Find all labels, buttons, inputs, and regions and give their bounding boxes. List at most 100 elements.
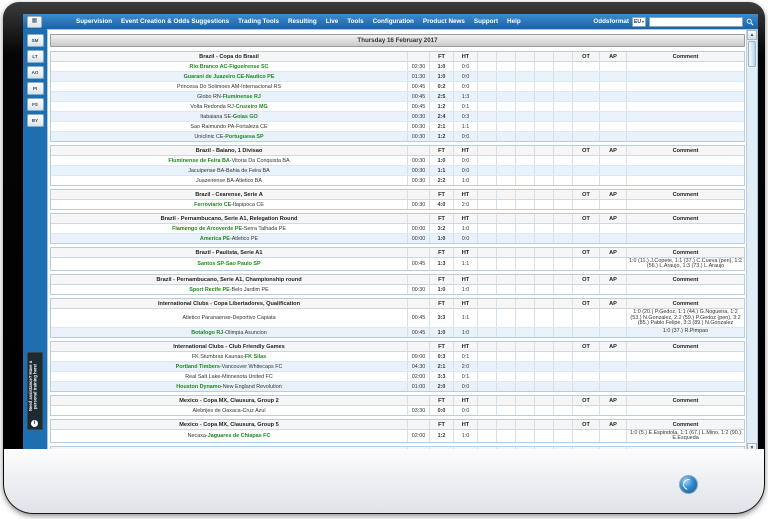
home-team[interactable]: Botafogo RJ	[191, 329, 224, 336]
time-cell: 00:45	[407, 258, 429, 271]
spacer-cell	[553, 234, 572, 243]
ot-col-header: OT	[572, 342, 599, 352]
ft-col-header: FT	[429, 190, 453, 199]
teams-cell: Rio Branco AC - Figueirense SC	[51, 62, 407, 71]
ht-cell: 0:0	[453, 166, 477, 175]
ot-cell	[572, 382, 599, 392]
spacer-cell	[553, 328, 572, 338]
scroll-up-button[interactable]: ▲	[747, 30, 757, 40]
home-team[interactable]: Santos SP	[197, 261, 225, 268]
spacer-cell	[515, 285, 534, 295]
spacer-col-header	[534, 275, 553, 285]
spacer-col-header	[477, 146, 496, 155]
ft-cell: 2:2	[429, 176, 453, 185]
scroll-thumb[interactable]	[748, 41, 756, 67]
spacer-col-header	[534, 52, 553, 61]
comment-cell	[626, 406, 744, 416]
menu-item-support[interactable]: Support	[473, 18, 499, 25]
time-col-header	[407, 52, 429, 61]
spacer-cell	[515, 406, 534, 416]
sidebar-tab-lt[interactable]: LT	[26, 50, 44, 63]
menu-item-help[interactable]: Help	[507, 18, 521, 25]
away-team[interactable]: Fluminense RJ	[222, 93, 261, 100]
menu-item-event-creation-odds-suggestions[interactable]: Event Creation & Odds Suggestions	[121, 18, 230, 25]
spacer-cell	[477, 234, 496, 243]
ap-cell	[599, 112, 626, 121]
sidebar-tab-by[interactable]: BY	[26, 114, 44, 127]
ot-col-header: OT	[572, 299, 599, 309]
home-team[interactable]: Houston Dynamo	[176, 383, 221, 390]
search-input[interactable]	[649, 16, 743, 27]
ht-cell: 1:1	[453, 258, 477, 271]
menu-item-tools[interactable]: Tools	[347, 18, 364, 25]
home-team[interactable]: America PE	[199, 235, 230, 242]
home-team[interactable]: Flamengo de Arcoverde PE	[172, 225, 242, 232]
comment-cell	[626, 156, 744, 165]
menu-item-product-news[interactable]: Product News	[422, 18, 465, 25]
away-team[interactable]: FK Silas	[244, 353, 267, 360]
spacer-cell	[534, 200, 553, 209]
search-icon[interactable]	[746, 18, 754, 26]
sidebar-tab-fs[interactable]: FS	[26, 98, 44, 111]
menu-item-configuration[interactable]: Configuration	[372, 18, 414, 25]
spacer-cell	[534, 62, 553, 71]
home-team[interactable]: Rio Branco AC	[189, 63, 228, 70]
ot-cell	[572, 362, 599, 372]
sidebar-tab-ao[interactable]: AO	[26, 66, 44, 79]
menu-item-trading-tools[interactable]: Trading Tools	[238, 18, 279, 25]
spacer-cell	[534, 372, 553, 382]
spacer-cell	[515, 122, 534, 131]
spacer-col-header	[515, 299, 534, 309]
spacer-cell	[515, 309, 534, 328]
region-select[interactable]: EU ▾	[632, 16, 646, 27]
ap-col-header: AP	[599, 299, 626, 309]
home-team[interactable]: Sport Recife PE	[189, 286, 230, 293]
time-cell: 00:00	[407, 224, 429, 233]
away-team[interactable]: Figueirense SC	[229, 63, 269, 70]
home-button[interactable]: ▦	[27, 15, 42, 28]
away-team[interactable]: Sao Paulo SP	[225, 261, 261, 268]
ht-cell: 0:3	[453, 112, 477, 121]
spacer-col-header	[477, 52, 496, 61]
sidebar-tab-sm[interactable]: SM	[26, 34, 44, 47]
menu-item-supervision[interactable]: Supervision	[76, 18, 113, 25]
home-team[interactable]: Guarani de Juazeiro CE	[183, 73, 245, 80]
league-section: Mexico - Copa MX, Clausura, Group 5 FT H…	[50, 419, 745, 444]
home-team: FK Stumbras Kaunas	[191, 353, 244, 360]
ap-cell	[599, 132, 626, 141]
away-team[interactable]: Nautico PE	[245, 73, 275, 80]
sidebar-tab-pi[interactable]: PI	[26, 82, 44, 95]
spacer-cell	[496, 258, 515, 271]
spacer-cell	[553, 176, 572, 185]
league-title: International Clubs - Club Friendly Game…	[173, 343, 285, 350]
home-team[interactable]: Fluminense de Feira BA	[168, 157, 230, 164]
app-window: ▦ Supervision Event Creation & Odds Sugge…	[23, 14, 758, 454]
away-team[interactable]: Goias GO	[232, 113, 258, 120]
vertical-scrollbar[interactable]: ▲ ▼	[746, 30, 757, 453]
ft-col-header: FT	[429, 396, 453, 406]
home-team[interactable]: Portland Timbers	[175, 363, 220, 370]
ht-col-header: HT	[453, 248, 477, 257]
spacer-cell	[553, 156, 572, 165]
match-row: America PE - Atletico PE 00:00 1:0 0:0	[51, 234, 744, 243]
spacer-cell	[496, 72, 515, 81]
spacer-cell	[477, 309, 496, 328]
time-col-header	[407, 396, 429, 406]
comment-col-header: Comment	[626, 275, 744, 285]
teams-cell: Botafogo RJ - Olimpia Asuncion	[51, 328, 407, 337]
away-team[interactable]: Portuguesa SP	[225, 133, 264, 140]
menu-item-live[interactable]: Live	[325, 18, 339, 25]
ap-cell	[599, 200, 626, 209]
time-cell: 00:30	[407, 200, 429, 209]
home-team[interactable]: Ferroviario CE	[194, 201, 232, 208]
away-team[interactable]: Jaguares de Chiapas FC	[207, 433, 271, 440]
teams-cell: Itabaiana SE - Goias GO	[51, 112, 407, 121]
menu-item-resulting[interactable]: Resulting	[288, 18, 317, 25]
assist-tab[interactable]: Need assistance? Have a personal trainin…	[27, 352, 43, 430]
spacer-cell	[553, 62, 572, 71]
team-separator: -	[220, 373, 223, 380]
league-title: Brazil - Baiano, 1 Divisao	[195, 147, 263, 154]
team-separator: -	[224, 167, 226, 174]
away-team[interactable]: Cruzeiro MG	[235, 103, 268, 110]
ht-col-header: HT	[453, 342, 477, 352]
